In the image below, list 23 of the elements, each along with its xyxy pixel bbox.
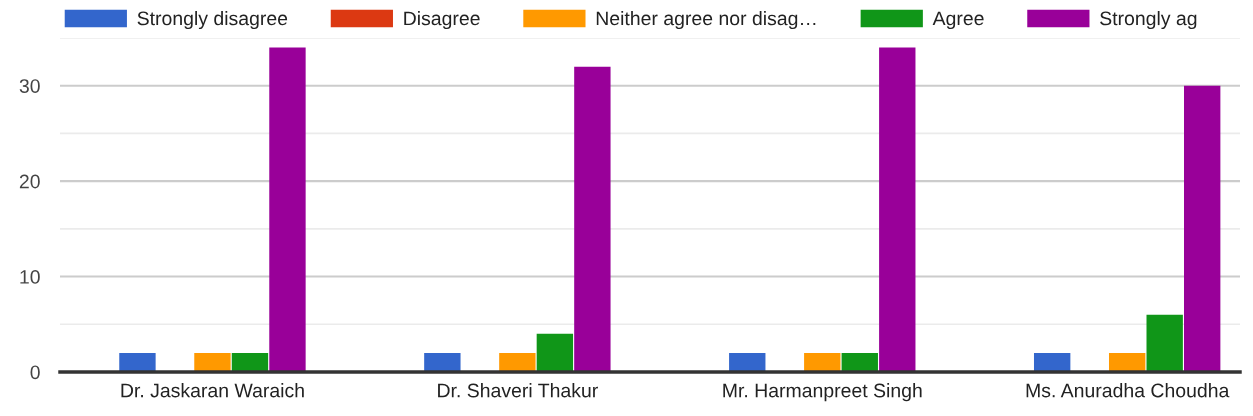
bar xyxy=(536,333,574,372)
bar xyxy=(424,352,461,372)
y-tick-label: 30 xyxy=(19,79,40,93)
bar xyxy=(269,47,306,372)
legend-label: Neither agree nor disag… xyxy=(596,10,816,30)
bar xyxy=(1184,85,1221,372)
x-tick-label: Dr. Shaveri Thakur xyxy=(438,383,598,398)
x-tick-label: Mr. Harmanpreet Singh xyxy=(723,383,922,402)
bar xyxy=(499,352,536,372)
legend-label: Agree xyxy=(932,11,984,30)
y-tick-label: 20 xyxy=(19,174,40,189)
legend-label: Strongly ag xyxy=(1100,10,1197,30)
y-tick-label: 0 xyxy=(30,365,40,380)
bar xyxy=(879,47,916,372)
bar xyxy=(119,352,156,372)
x-tick-label: Ms. Anuradha Choudha xyxy=(1026,383,1230,398)
x-tick-label: Dr. Jaskaran Waraich xyxy=(121,383,304,398)
legend-label: Disagree xyxy=(404,10,480,30)
bar xyxy=(574,66,611,372)
legend-label: Strongly disagree xyxy=(137,10,288,30)
bar xyxy=(1146,314,1183,372)
bar xyxy=(194,352,231,372)
y-tick-label: 10 xyxy=(20,270,40,284)
